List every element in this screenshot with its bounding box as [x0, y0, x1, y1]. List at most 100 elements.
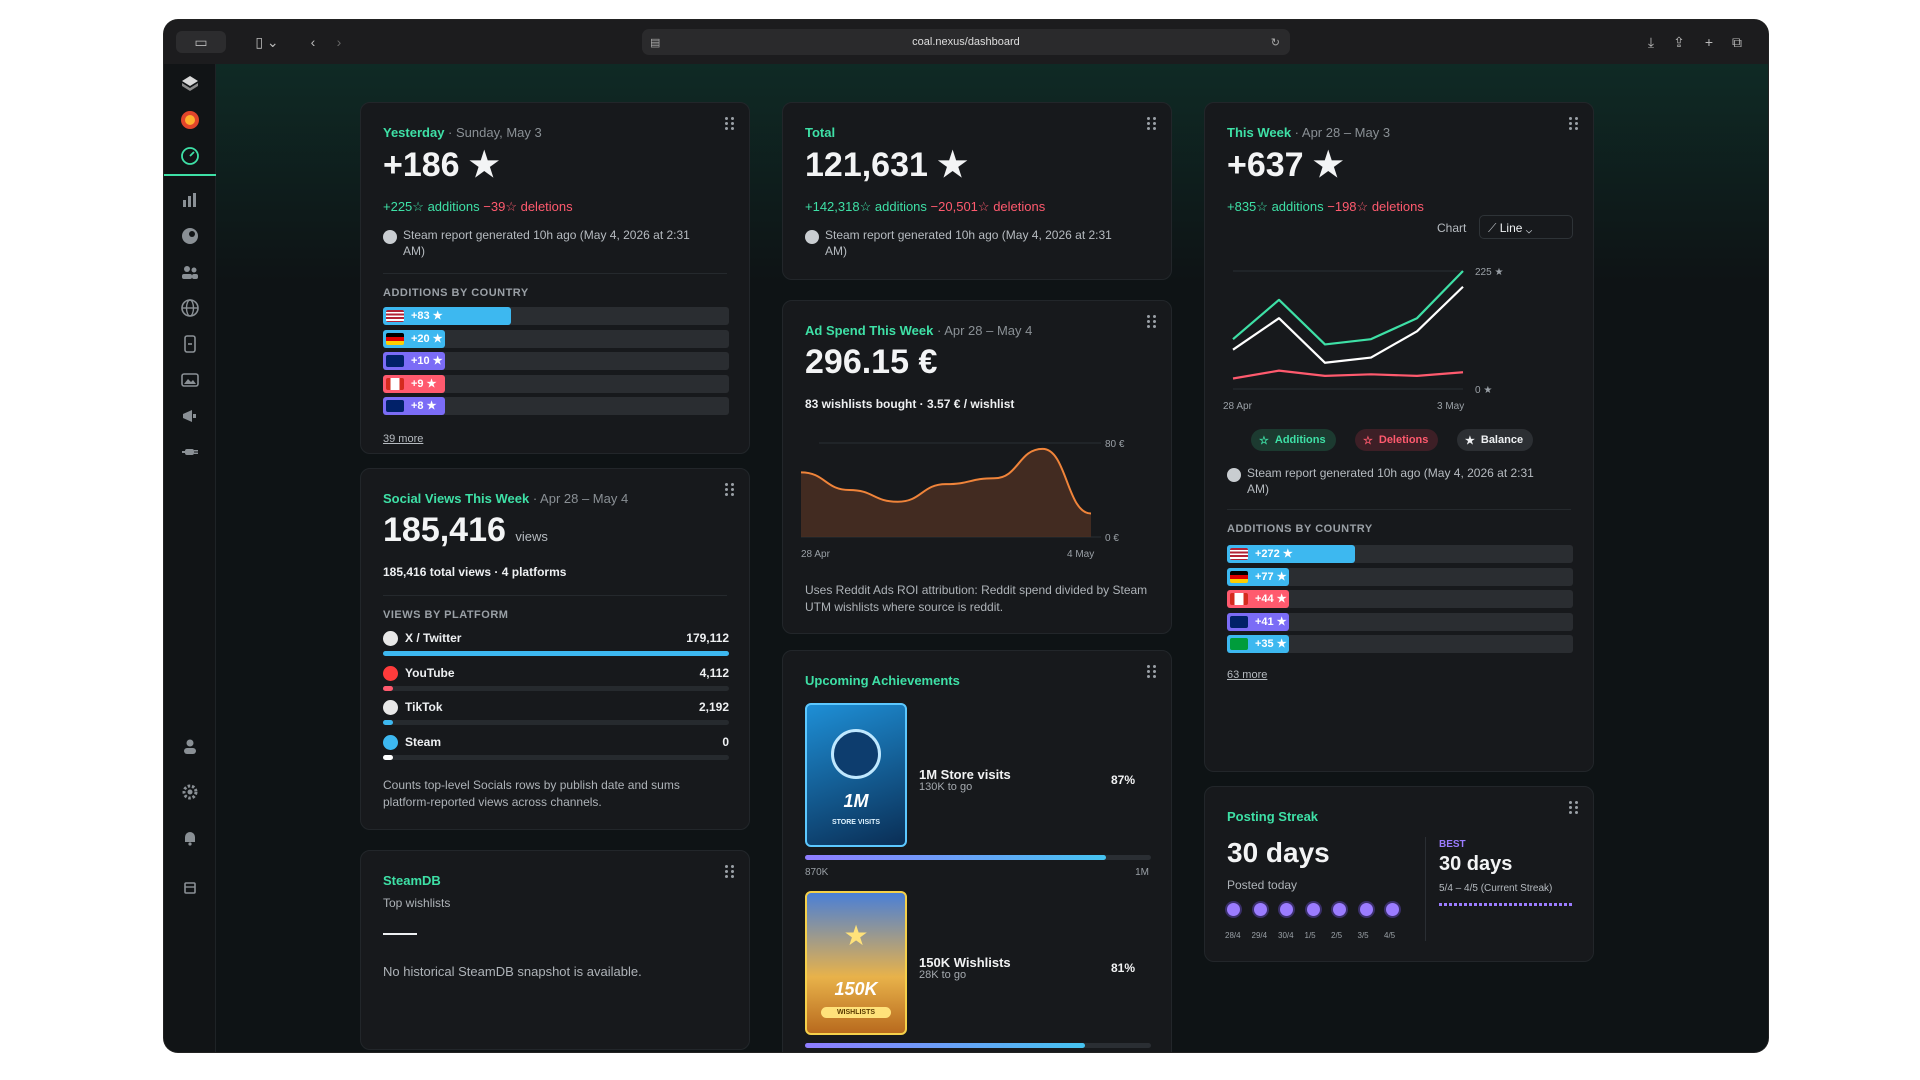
dashboard-content: Yesterday · Sunday, May 3 +186 ★ +225☆ a… — [216, 64, 1768, 1052]
platform-views: 0 — [722, 734, 729, 749]
country-bar-label: +8 ★ — [411, 400, 437, 412]
platform-row: X / Twitter 179,112 — [383, 631, 729, 665]
divider — [1227, 509, 1571, 510]
legend-balance[interactable]: ★ Balance — [1457, 429, 1534, 451]
card-menu-icon[interactable] — [1567, 115, 1581, 131]
game-avatar-icon[interactable] — [164, 102, 216, 138]
y-max-label: 225 ★ — [1475, 267, 1503, 278]
image-icon[interactable] — [164, 362, 216, 398]
series-line-deletions — [1232, 369, 1464, 380]
thisweek-line-chart: 225 ★ 0 ★ 28 Apr 3 May — [1223, 267, 1503, 412]
profile-icon[interactable] — [164, 728, 216, 764]
notifications-bell-icon[interactable] — [164, 820, 216, 856]
dashboard-icon[interactable] — [164, 138, 216, 176]
plugin-icon[interactable] — [164, 434, 216, 470]
platform-name: Steam — [405, 734, 442, 749]
total-card: Total 121,631 ★ +142,318☆ additions −20,… — [782, 102, 1172, 280]
forward-button[interactable]: › — [336, 34, 342, 50]
new-tab-icon[interactable]: + — [1704, 34, 1714, 50]
card-menu-icon[interactable] — [723, 115, 737, 131]
analytics-icon[interactable] — [164, 182, 216, 218]
chart-type-select[interactable]: ⟋ Line ⌄ — [1479, 215, 1573, 239]
platform-row: Steam 0 — [383, 734, 729, 769]
downloads-icon[interactable]: ⤓ — [1647, 33, 1655, 50]
settings-gear-icon[interactable] — [164, 774, 216, 810]
country-bar[interactable]: +44 ★ — [1227, 590, 1573, 608]
steamdb-card: SteamDB Top wishlists No historical Stea… — [360, 850, 750, 1050]
flag-ca-icon — [1230, 593, 1248, 605]
card-menu-icon[interactable] — [723, 863, 737, 879]
series-line-balance — [1232, 285, 1464, 364]
country-bar[interactable]: +77 ★ — [1227, 567, 1573, 586]
card-menu-icon[interactable] — [1145, 663, 1159, 679]
country-bar-fill: +77 ★ — [1227, 567, 1289, 586]
country-bar[interactable]: +41 ★ — [1227, 612, 1573, 631]
platform-views: 179,112 — [686, 631, 729, 645]
collapse-sidebar-icon[interactable] — [164, 870, 216, 906]
thisweek-value: +637 ★ — [1227, 146, 1344, 184]
streak-day-dot — [1333, 903, 1346, 916]
back-button[interactable]: ‹ — [310, 34, 316, 50]
streak-day-label: 28/4 — [1225, 931, 1241, 940]
yesterday-deltas: +225☆ additions −39☆ deletions — [383, 199, 573, 214]
best-value: 30 days — [1439, 853, 1513, 875]
country-bar-fill: +10 ★ — [383, 352, 445, 370]
star-icon: ☆ — [1259, 434, 1269, 447]
steam-icon[interactable] — [164, 218, 216, 254]
app-logo-icon[interactable] — [164, 66, 216, 102]
streak-day-label: 4/5 — [1384, 931, 1396, 940]
card-title: This Week · Apr 28 – May 3 — [1227, 125, 1391, 140]
social-note: Counts top-level Socials rows by publish… — [383, 778, 680, 809]
card-menu-icon[interactable] — [723, 481, 737, 497]
streak-day-dot — [1253, 903, 1267, 916]
achievement-name: 1M Store visits — [919, 767, 1011, 782]
badge-caption: STORE VISITS — [831, 819, 881, 826]
country-bar[interactable]: +83 ★ — [383, 307, 729, 325]
best-label: BEST — [1439, 839, 1466, 850]
country-bar[interactable]: +9 ★ — [383, 374, 729, 393]
address-bar[interactable]: ▤ coal.nexus/dashboard ↻ — [642, 29, 1290, 55]
country-bar-fill: +35 ★ — [1227, 635, 1289, 653]
streak-day-label: 29/4 — [1251, 931, 1268, 940]
tab-overview-button[interactable]: ▯ ⌄ — [255, 33, 279, 50]
country-bar[interactable]: +20 ★ — [383, 329, 729, 348]
url-text: coal.nexus/dashboard — [912, 36, 1020, 48]
country-bar[interactable]: +272 ★ — [1227, 545, 1573, 563]
tiktok-icon — [383, 700, 398, 715]
legend-deletions[interactable]: ☆ Deletions — [1355, 429, 1439, 451]
legend-additions[interactable]: ☆ Additions — [1251, 429, 1336, 451]
sidebar-toggle-button[interactable]: ▭ — [176, 31, 226, 53]
achievements-card: Upcoming Achievements 1M STORE VISITS 1M… — [782, 650, 1172, 1052]
megaphone-icon[interactable] — [164, 398, 216, 434]
divider — [383, 933, 417, 935]
country-bar[interactable]: +35 ★ — [1227, 635, 1573, 653]
card-title: Ad Spend This Week · Apr 28 – May 4 — [805, 323, 1033, 338]
achievement-progress — [805, 855, 1151, 860]
share-icon[interactable]: ⇪ — [1673, 33, 1685, 50]
streak-day-label: 30/4 — [1278, 931, 1294, 940]
steam-icon — [805, 230, 819, 244]
card-menu-icon[interactable] — [1567, 799, 1581, 815]
more-countries-link[interactable]: 39 more — [383, 433, 424, 445]
country-bar-label: +10 ★ — [411, 355, 443, 367]
card-title: SteamDB — [383, 873, 441, 888]
community-icon[interactable] — [164, 254, 216, 290]
page-settings-icon[interactable]: ▤ — [650, 36, 661, 49]
country-bar[interactable]: +8 ★ — [383, 397, 729, 415]
card-menu-icon[interactable] — [1145, 313, 1159, 329]
more-countries-link[interactable]: 63 more — [1227, 669, 1268, 681]
tabs-icon[interactable]: ⧉ — [1732, 33, 1742, 50]
globe-icon[interactable] — [164, 290, 216, 326]
achievement-progress-fill — [805, 1043, 1086, 1048]
flag-br-icon — [1230, 638, 1248, 650]
reload-icon[interactable]: ↻ — [1270, 36, 1280, 49]
app-sidebar — [164, 64, 216, 1052]
flag-ca-icon — [386, 377, 404, 390]
mobile-icon[interactable] — [164, 326, 216, 362]
card-menu-icon[interactable] — [1145, 115, 1159, 131]
country-bar[interactable]: +10 ★ — [383, 352, 729, 370]
platform-bar-fill — [383, 685, 394, 691]
streak-day-dot — [1386, 903, 1399, 916]
area-fill — [801, 448, 1091, 537]
streak-day-dot — [1280, 903, 1293, 916]
